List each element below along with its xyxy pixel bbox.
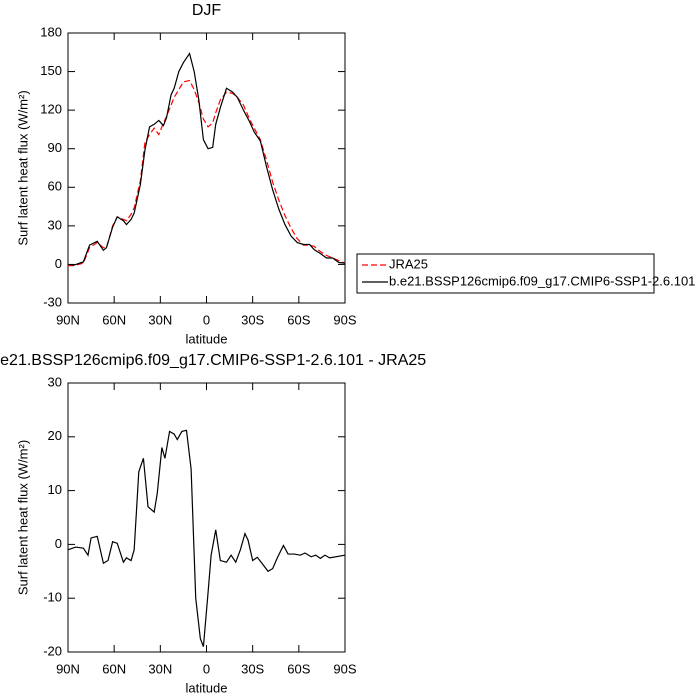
y-tick-label: 120 — [40, 102, 62, 117]
y-tick-label: 90 — [48, 140, 62, 155]
x-axis-label: latitude — [186, 680, 228, 695]
x-tick-label: 0 — [203, 661, 210, 676]
x-tick-label: 30N — [148, 312, 172, 327]
x-tick-label: 60N — [102, 312, 126, 327]
legend-label: JRA25 — [389, 256, 428, 271]
plot-frame — [67, 32, 346, 304]
x-tick-label: 90S — [333, 312, 356, 327]
y-tick-label: 0 — [55, 536, 62, 551]
y-tick-label: 30 — [48, 374, 62, 389]
x-tick-label: 90N — [56, 661, 80, 676]
y-tick-label: 10 — [48, 482, 62, 497]
x-tick-label: 60S — [287, 312, 310, 327]
chart-title: DJF — [192, 2, 222, 19]
x-tick-label: 90N — [56, 312, 80, 327]
y-tick-label: 60 — [48, 179, 62, 194]
y-axis-label: Surf latent heat flux (W/m²) — [15, 440, 30, 595]
x-axis-label: latitude — [186, 331, 228, 346]
x-tick-label: 30S — [241, 661, 264, 676]
y-tick-label: -20 — [43, 643, 62, 658]
y-tick-label: 180 — [40, 24, 62, 39]
chart-title: b.e21.BSSP126cmip6.f09_g17.CMIP6-SSP1-2.… — [0, 352, 426, 369]
y-tick-label: 30 — [48, 217, 62, 232]
y-tick-label: 0 — [55, 256, 62, 271]
legend-label: b.e21.BSSP126cmip6.f09_g17.CMIP6-SSP1-2.… — [389, 273, 695, 288]
data-line — [67, 429, 346, 647]
legend-box — [356, 253, 655, 294]
y-tick-label: 150 — [40, 63, 62, 78]
x-tick-label: 30N — [148, 661, 172, 676]
y-tick-label: -30 — [43, 294, 62, 309]
y-axis-label: Surf latent heat flux (W/m²) — [15, 90, 30, 245]
y-tick-label: -10 — [43, 590, 62, 605]
x-tick-label: 90S — [333, 661, 356, 676]
y-tick-label: 20 — [48, 428, 62, 443]
x-tick-label: 60S — [287, 661, 310, 676]
data-line — [67, 52, 346, 266]
x-tick-label: 0 — [203, 312, 210, 327]
x-tick-label: 60N — [102, 661, 126, 676]
x-tick-label: 30S — [241, 312, 264, 327]
